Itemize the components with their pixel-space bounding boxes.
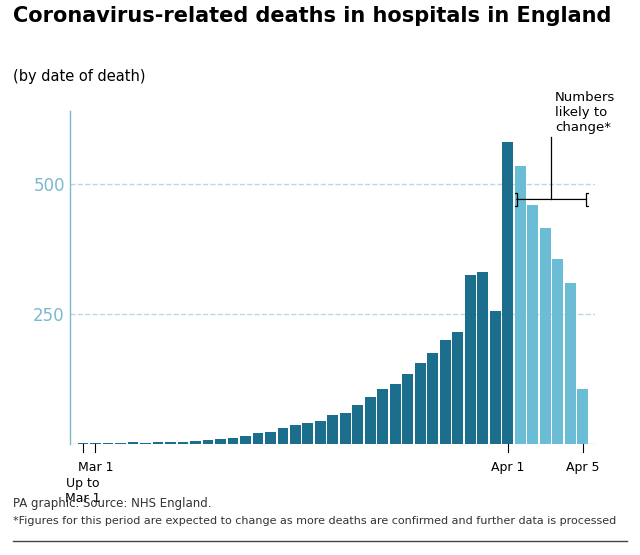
Bar (378, 390, 388, 444)
Bar (177, 442, 188, 444)
Bar (477, 273, 488, 444)
Bar (452, 332, 463, 444)
Text: Numbers
likely to
change*: Numbers likely to change* (556, 92, 616, 134)
Text: (by date of death): (by date of death) (13, 69, 145, 84)
Bar (540, 228, 550, 444)
Bar (403, 374, 413, 444)
Bar (115, 443, 125, 444)
Bar (515, 165, 525, 444)
Text: *Figures for this period are expected to change as more deaths are confirmed and: *Figures for this period are expected to… (13, 516, 616, 526)
Bar (190, 441, 201, 444)
Bar (415, 364, 426, 444)
Bar (490, 311, 500, 444)
Text: Coronavirus-related deaths in hospitals in England: Coronavirus-related deaths in hospitals … (13, 6, 611, 26)
Bar (152, 442, 163, 444)
Bar (502, 142, 513, 444)
Bar (328, 415, 338, 444)
Bar (577, 390, 588, 444)
Bar (527, 205, 538, 444)
Bar (290, 425, 301, 444)
Bar (315, 421, 326, 444)
Bar (353, 405, 363, 444)
Bar (465, 275, 476, 444)
Bar (240, 436, 251, 444)
Text: PA graphic. Source: NHS England.: PA graphic. Source: NHS England. (13, 497, 211, 509)
Bar (228, 438, 238, 444)
Bar (165, 442, 175, 444)
Text: Up to
Mar 1: Up to Mar 1 (65, 477, 100, 505)
Bar (552, 259, 563, 444)
Bar (127, 442, 138, 444)
Bar (202, 440, 213, 444)
Bar (215, 440, 226, 444)
Bar (265, 432, 276, 444)
Bar (278, 428, 288, 444)
Bar (390, 384, 401, 444)
Bar (303, 423, 313, 444)
Bar (77, 443, 88, 444)
Bar (440, 340, 451, 444)
Bar (140, 443, 150, 444)
Bar (428, 353, 438, 444)
Bar (565, 282, 575, 444)
Text: Apr 5: Apr 5 (566, 461, 600, 473)
Bar (365, 397, 376, 444)
Text: Mar 1: Mar 1 (77, 461, 113, 473)
Text: Apr 1: Apr 1 (491, 461, 524, 473)
Bar (340, 413, 351, 444)
Bar (253, 432, 263, 444)
